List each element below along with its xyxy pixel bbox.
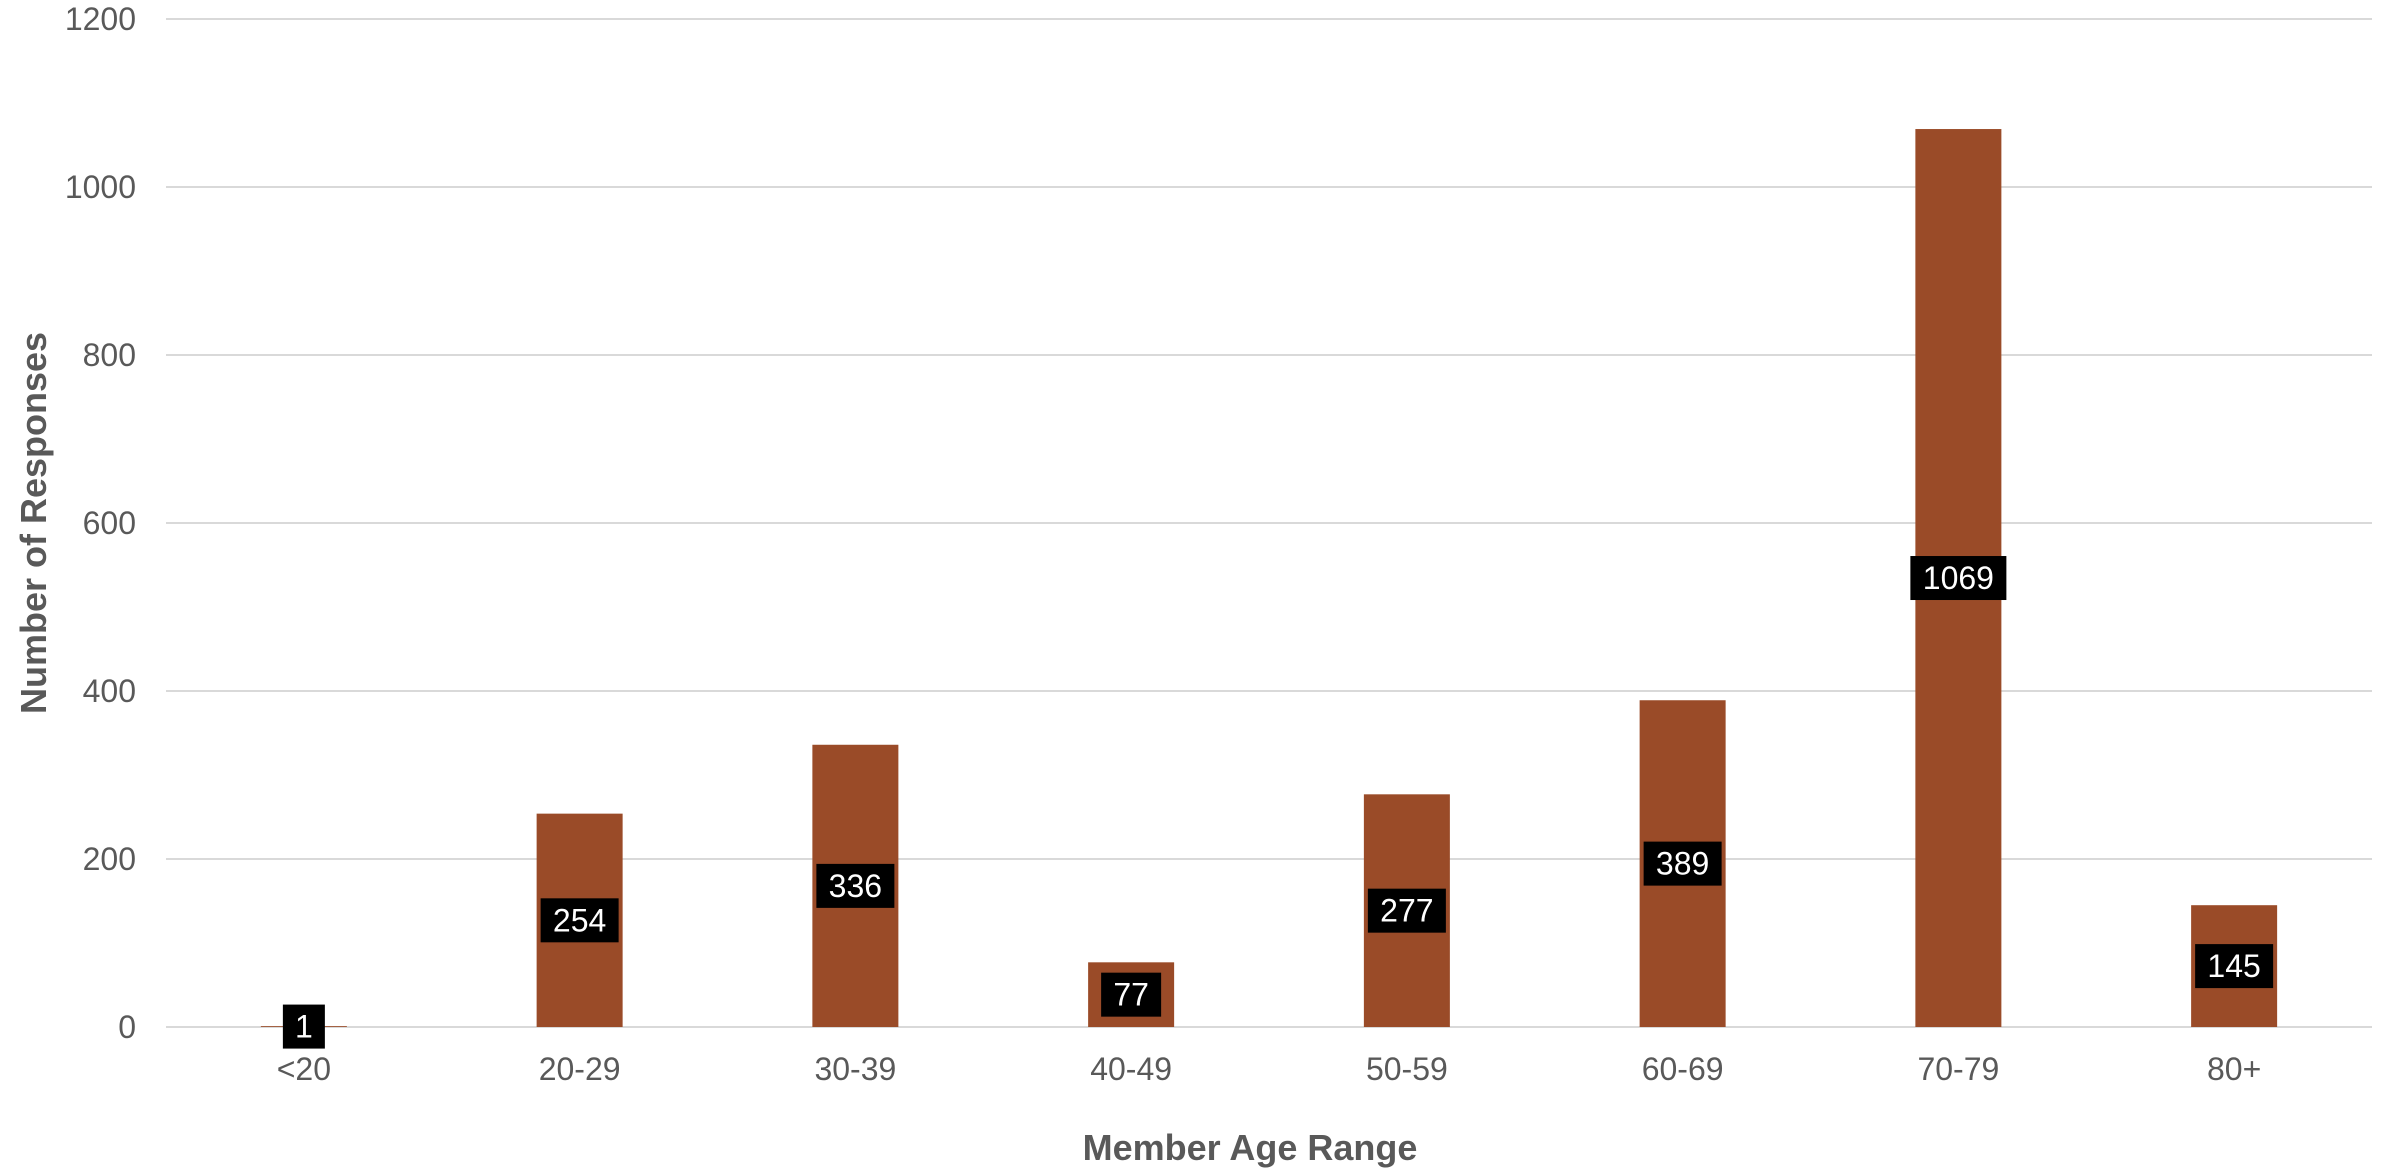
data-label: 254 — [540, 898, 619, 943]
data-label: 336 — [816, 863, 895, 908]
data-label: 1 — [282, 1004, 325, 1049]
data-label-box — [1101, 972, 1162, 1017]
y-tick-label: 0 — [118, 1009, 136, 1045]
data-label: 145 — [2195, 944, 2274, 989]
y-tick-label: 1000 — [65, 169, 136, 205]
x-tick-label: 60-69 — [1642, 1051, 1724, 1087]
data-label-text: 1 — [295, 1009, 313, 1045]
data-label: 77 — [1101, 972, 1162, 1017]
x-axis-tick-labels: <20 20-29 30-39 40-49 50-59 60-69 70-79 80+ — [277, 1051, 2262, 1087]
data-label-box — [816, 863, 895, 908]
data-label: 277 — [1367, 888, 1446, 933]
x-tick-label: 40-49 — [1090, 1051, 1172, 1087]
data-label: 389 — [1643, 841, 1722, 886]
x-tick-label: 30-39 — [814, 1051, 896, 1087]
data-label-text: 389 — [1656, 846, 1709, 882]
y-tick-label: 1200 — [65, 1, 136, 37]
x-tick-label: 20-29 — [539, 1051, 621, 1087]
data-label-box — [282, 1004, 325, 1049]
data-label-text: 1069 — [1923, 560, 1994, 596]
data-label: 1069 — [1910, 556, 2007, 601]
data-label-text: 277 — [1380, 893, 1433, 929]
y-tick-label: 200 — [83, 841, 136, 877]
data-label-text: 254 — [553, 902, 606, 938]
data-label-text: 145 — [2207, 948, 2260, 984]
data-labels: 1 254 336 77 277 389 1069 145 — [282, 556, 2274, 1049]
y-tick-label: 800 — [83, 337, 136, 373]
y-tick-label: 400 — [83, 673, 136, 709]
y-axis-tick-labels: 0 200 400 600 800 1000 1200 — [65, 1, 136, 1045]
data-label-box — [1910, 556, 2007, 601]
data-label-box — [540, 898, 619, 943]
data-label-box — [1643, 841, 1722, 886]
data-label-box — [2195, 944, 2274, 989]
y-tick-label: 600 — [83, 505, 136, 541]
y-axis-title: Number of Responses — [13, 332, 54, 714]
x-tick-label: <20 — [277, 1051, 331, 1087]
data-label-text: 77 — [1113, 977, 1149, 1013]
x-tick-label: 70-79 — [1917, 1051, 1999, 1087]
data-label-box — [1367, 888, 1446, 933]
x-tick-label: 80+ — [2207, 1051, 2261, 1087]
gridlines — [166, 18, 2372, 1028]
x-axis-title: Member Age Range — [1083, 1127, 1418, 1168]
x-tick-label: 50-59 — [1366, 1051, 1448, 1087]
data-label-text: 336 — [829, 868, 882, 904]
